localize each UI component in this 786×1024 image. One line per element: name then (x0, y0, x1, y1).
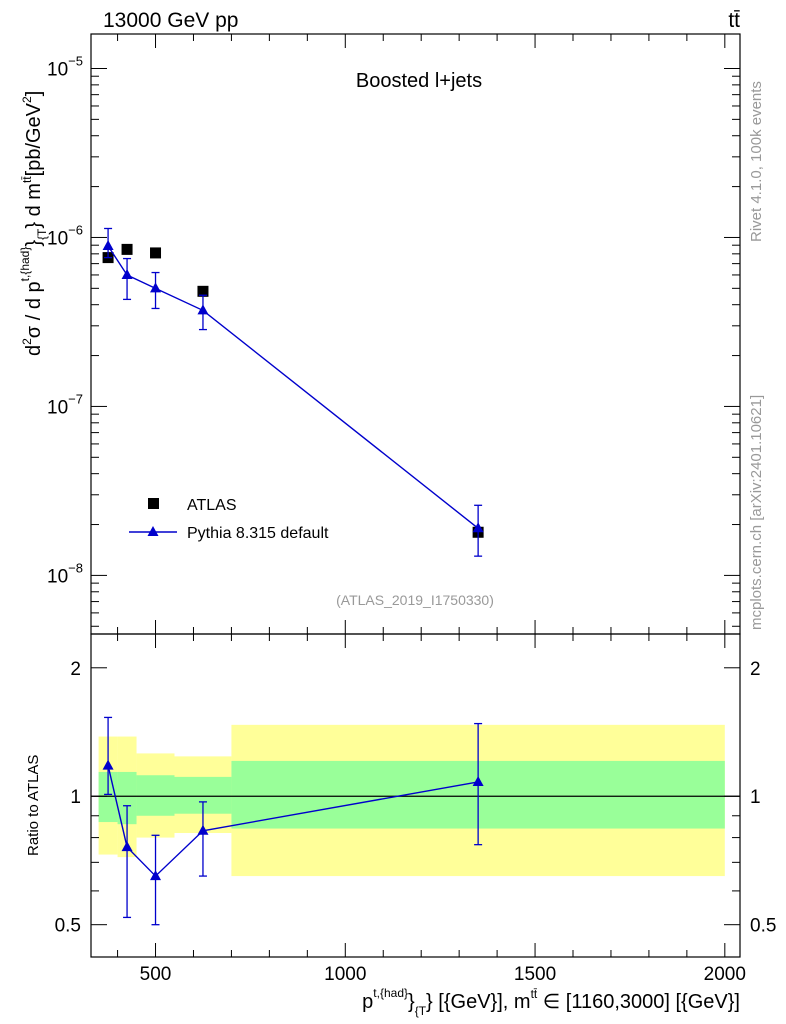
pythia-line (107, 245, 479, 529)
y-tick-label: 10−8 (47, 560, 83, 587)
y-tick-label: 10−7 (47, 391, 83, 418)
ratio-y-tick-label: 1 (70, 787, 81, 808)
main-axes: 10−8 10−7 10−6 10−5 (47, 33, 741, 635)
ratio-y-tick-label-right: 1 (750, 787, 761, 808)
main-panel: Boosted l+jets (ATLAS_2019_I1750330) 10−… (18, 33, 741, 635)
ratio-frame (90, 633, 741, 958)
legend: ATLAS Pythia 8.315 default (129, 497, 329, 542)
analysis-id: (ATLAS_2019_I1750330) (336, 592, 494, 608)
ratio-y-axis-label: Ratio to ATLAS (25, 755, 42, 856)
pythia-point (102, 240, 114, 251)
process-label: tt̄ (728, 9, 740, 32)
uncertainty-band-inner (117, 771, 137, 825)
pythia-point (472, 522, 484, 533)
atlas-point (121, 243, 133, 255)
ratio-axes: 0.5 0.5 1 1 2 2 500 1000 1500 2000 (55, 633, 776, 985)
x-tick-label: 2000 (704, 964, 746, 985)
site-credit: mcplots.cern.ch [arXiv:2401.10621] (748, 395, 765, 630)
energy-label: 13000 GeV pp (103, 9, 238, 32)
ratio-pythia-point (197, 824, 209, 835)
ratio-y-tick-label: 0.5 (55, 916, 81, 937)
ratio-y-tick-label: 2 (70, 659, 81, 680)
chart-title: Boosted l+jets (356, 70, 482, 92)
ratio-panel: 0.5 0.5 1 1 2 2 500 1000 1500 2000 Ratio to ATLAS… (25, 633, 776, 1018)
x-tick-label: 1500 (514, 964, 556, 985)
ratio-pythia-point (121, 841, 133, 852)
x-tick-label: 500 (140, 964, 172, 985)
atlas-point (197, 285, 209, 297)
ratio-data-layer (91, 716, 740, 926)
ratio-pythia-point (102, 759, 114, 770)
ratio-y-tick-label-right: 2 (750, 659, 761, 680)
ratio-pythia-point (472, 775, 484, 786)
y-tick-label: 10−6 (47, 222, 83, 249)
y-tick-label: 10−5 (47, 53, 83, 80)
pythia-point (197, 304, 209, 315)
pythia-point (150, 282, 162, 293)
atlas-point (150, 247, 162, 259)
rivet-version: Rivet 4.1.0, 100k events (748, 81, 765, 242)
legend-atlas-label: ATLAS (187, 497, 237, 514)
x-tick-label: 1000 (324, 964, 366, 985)
main-data-layer (102, 227, 484, 557)
x-axis-label: pt,{had}}{T} [{GeV}], mtt̄ ∈ [1160,3000]… (362, 986, 740, 1018)
main-frame (90, 33, 741, 635)
legend-pythia-label: Pythia 8.315 default (187, 525, 329, 542)
main-y-axis-label: d2σ / d pt,{had}}{T} d mtt̄[pb/GeV2] (18, 91, 49, 356)
ratio-pythia-point (150, 870, 162, 881)
legend-pythia-marker (147, 526, 159, 536)
uncertainty-band-inner (136, 775, 175, 816)
pythia-point (121, 268, 133, 279)
ratio-y-tick-label-right: 0.5 (750, 916, 776, 937)
legend-atlas-marker (148, 498, 159, 509)
